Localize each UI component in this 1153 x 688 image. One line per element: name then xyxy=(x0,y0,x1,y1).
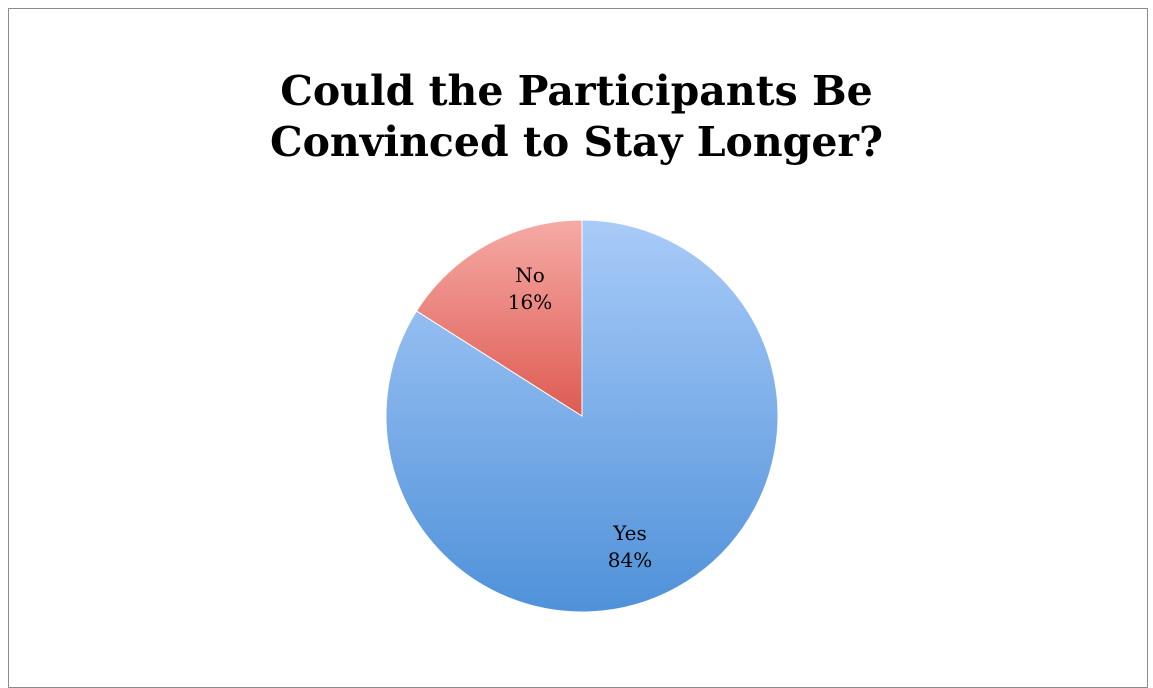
chart-title-line-2: Convinced to Stay Longer? xyxy=(269,118,884,166)
slice-label-no: No xyxy=(515,263,545,287)
pie-slices xyxy=(385,219,779,613)
slice-value-label-no: 16% xyxy=(508,290,552,314)
pie-labels: Yes 84% No 16% xyxy=(508,263,652,572)
chart-title: Could the Participants Be Convinced to S… xyxy=(0,66,1153,168)
slice-value-label-yes: 84% xyxy=(608,548,652,572)
slice-label-yes: Yes xyxy=(612,521,647,545)
pie-slice-no xyxy=(415,219,583,417)
chart-title-line-1: Could the Participants Be xyxy=(280,67,873,115)
